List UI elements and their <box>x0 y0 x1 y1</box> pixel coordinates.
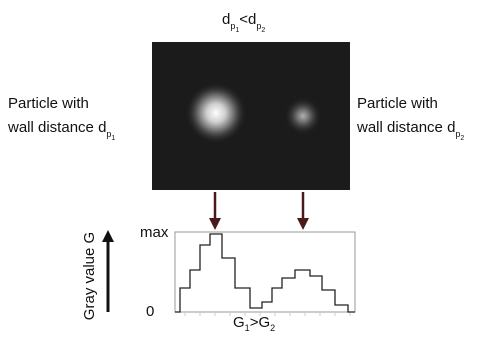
left-line2: wall distance dp1 <box>7 119 115 142</box>
y-arrow-head <box>102 230 114 242</box>
max-label: max <box>140 224 169 241</box>
dim-particle <box>284 97 322 135</box>
symbol: d <box>222 11 230 28</box>
right-line1: Particle with <box>357 95 438 112</box>
left-line1: Particle with <box>8 95 89 112</box>
arrows <box>209 192 309 230</box>
symbol: G <box>258 314 270 331</box>
operator: < <box>239 11 248 28</box>
gray-profile <box>175 234 355 312</box>
bottom-label: G1>G2 <box>233 314 275 333</box>
operator: > <box>250 314 259 331</box>
text: wall distance <box>356 119 443 136</box>
bright-particle <box>185 82 247 144</box>
right-line2: wall distance dp2 <box>356 119 464 142</box>
symbol: G <box>233 314 245 331</box>
subscript: 2 <box>261 27 265 34</box>
symbol: d <box>447 119 455 136</box>
y-label: Gray value G <box>81 232 98 320</box>
subscript: 1 <box>235 27 239 34</box>
profile-frame <box>175 232 355 312</box>
subscript: 2 <box>270 323 275 333</box>
zero-label: 0 <box>146 303 154 320</box>
symbol: d <box>98 119 106 136</box>
subscript: 2 <box>460 135 464 142</box>
text: wall distance <box>7 119 94 136</box>
figure: dp1<dp2 Particle with wall distance dp1 … <box>0 0 500 337</box>
top-label: dp1<dp2 <box>222 11 265 34</box>
symbol: d <box>248 11 256 28</box>
subscript: 1 <box>111 135 115 142</box>
